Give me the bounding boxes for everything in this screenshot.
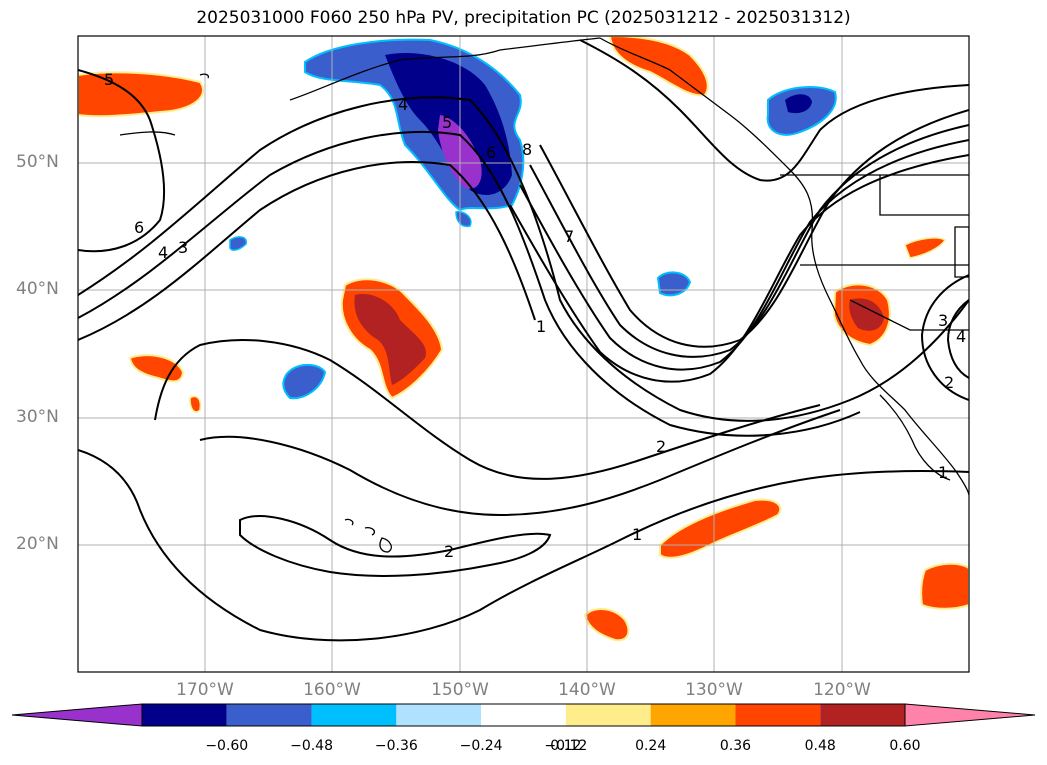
red-region-south — [583, 608, 630, 642]
contour-label: 1 — [632, 525, 642, 544]
colorbar-tick-label: −0.36 — [374, 738, 418, 754]
contour-label: 6 — [134, 218, 144, 237]
lat-label: 30°N — [16, 407, 59, 427]
map-background — [78, 36, 969, 672]
colorbar-tick-label: −0.60 — [205, 738, 249, 754]
page-title: 2025031000 F060 250 hPa PV, precipitatio… — [196, 8, 851, 28]
contour-label: 2 — [656, 437, 666, 456]
contour-e3 — [529, 124, 969, 358]
blue-region-mid — [282, 363, 327, 400]
contour-e4 — [519, 139, 969, 371]
navy-region-bc — [785, 94, 812, 114]
contour-big-loop — [78, 449, 969, 642]
colorbar-swatch — [481, 704, 566, 726]
colorbar-swatch — [735, 704, 821, 726]
lat-label: 20°N — [16, 534, 59, 554]
contour-1b — [199, 409, 841, 517]
colorbar-tick-label: −0.24 — [459, 738, 503, 754]
contour-e5 — [509, 154, 969, 383]
colorbar-tick-label: 0.24 — [635, 738, 667, 754]
contour-label: 7 — [564, 227, 574, 246]
red-region-west — [78, 71, 205, 118]
contour-label: 3 — [938, 311, 948, 330]
colorbar-tick-label: −0.48 — [290, 738, 333, 754]
colorbar-swatch — [226, 704, 312, 726]
contour-3 — [78, 161, 536, 341]
dark-red-california — [849, 298, 884, 331]
colorbar-swatch — [311, 704, 397, 726]
colorbar-swatch — [820, 704, 905, 726]
contour-label: 4 — [158, 243, 168, 262]
lon-label: 130°W — [685, 680, 743, 700]
contour-outer-east — [579, 39, 969, 182]
red-region-nevada — [904, 237, 947, 259]
map-frame — [77, 35, 970, 673]
contour-loop-2 — [154, 339, 821, 480]
contour-label: 1 — [536, 317, 546, 336]
contour-1 — [78, 96, 969, 422]
contour-2 — [78, 130, 861, 437]
contour-label: 5 — [442, 113, 452, 132]
lat-label: 40°N — [16, 279, 59, 299]
lon-label: 150°W — [431, 680, 489, 700]
colorbar-extension-low — [11, 703, 143, 727]
colorbar-extension-high — [904, 703, 1036, 727]
contour-label: 3 — [178, 238, 188, 257]
contour-label: 1 — [938, 463, 948, 482]
colorbar-tick-label: 0.36 — [719, 738, 752, 754]
blue-region-small1 — [229, 236, 247, 251]
contour-labels: 5 6 4 3 4 5 6 8 7 1 2 1 2 3 4 2 1 — [104, 70, 966, 561]
colorbar-swatch — [142, 704, 227, 726]
colorbar-outline — [141, 703, 906, 727]
contour-se-circle2 — [946, 299, 969, 379]
lon-label: 160°W — [303, 680, 361, 700]
colorbar-swatch — [650, 704, 736, 726]
colorbar-tick-label: 0.60 — [889, 738, 921, 754]
lon-label: 170°W — [176, 680, 234, 700]
contour-label: 2 — [444, 542, 454, 561]
contour-label: 4 — [956, 327, 966, 346]
colorbar — [11, 703, 1036, 727]
pv-contours — [78, 39, 969, 642]
red-region-subtropic — [659, 498, 782, 559]
colorbar-tick-label: 0.48 — [804, 738, 836, 754]
contour-se-circle — [920, 274, 969, 401]
coastlines — [119, 37, 969, 553]
contour-label: 2 — [944, 373, 954, 392]
lon-label: 120°W — [813, 680, 871, 700]
contour-e2 — [539, 109, 969, 348]
positive-anomaly-shading — [78, 36, 969, 642]
contour-label: 6 — [486, 143, 496, 162]
colorbar-swatch — [565, 704, 651, 726]
lon-label: 140°W — [558, 680, 616, 700]
colorbar-swatch — [396, 704, 482, 726]
contour-label: 4 — [398, 95, 408, 114]
colorbar-tick-label: 0.12 — [550, 738, 582, 754]
contour-label: 8 — [522, 140, 532, 159]
dark-red-central — [354, 294, 426, 385]
contour-label: 5 — [104, 70, 114, 89]
contour-inner-loop — [239, 515, 552, 577]
red-region-southeast — [920, 562, 969, 610]
lat-label: 50°N — [16, 152, 59, 172]
red-region-small2 — [189, 395, 202, 413]
contour-west-loop — [78, 69, 166, 253]
colorbar-tick-label: −0.12 — [544, 738, 588, 754]
